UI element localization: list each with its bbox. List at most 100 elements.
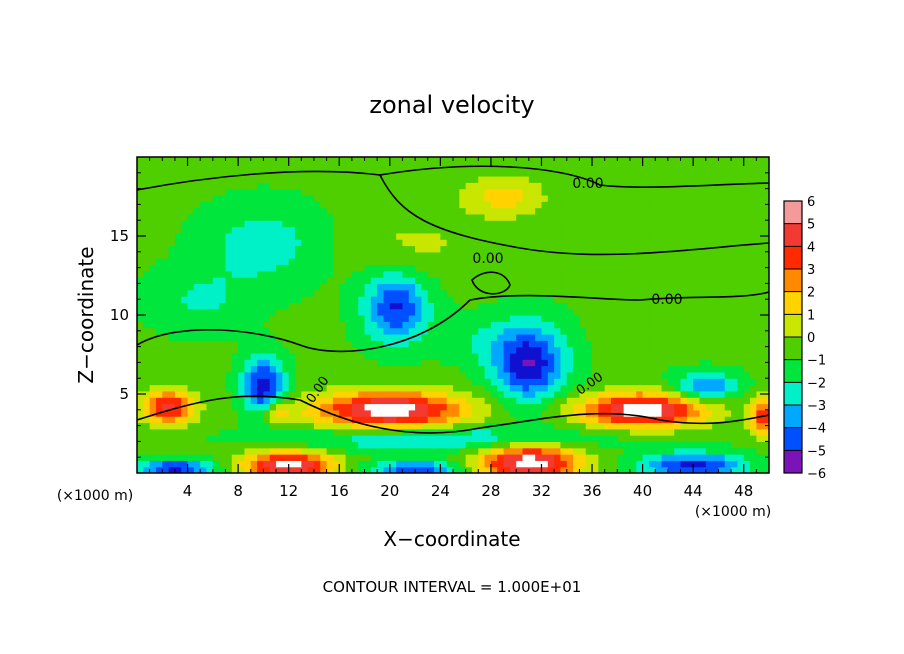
field-cell	[484, 403, 492, 411]
field-cell	[655, 270, 663, 278]
field-cell	[573, 157, 580, 164]
field-cell	[516, 194, 524, 202]
field-cell	[712, 207, 720, 215]
field-cell	[699, 416, 707, 424]
field-cell	[566, 403, 574, 411]
field-cell	[155, 378, 163, 386]
field-cell	[263, 239, 271, 247]
field-cell	[358, 213, 366, 221]
field-cell	[712, 175, 720, 183]
field-cell	[364, 390, 372, 398]
field-cell	[478, 435, 486, 442]
field-cell	[446, 283, 454, 291]
field-cell	[345, 365, 353, 373]
field-cell	[149, 327, 157, 335]
field-cell	[307, 308, 315, 316]
field-cell	[351, 226, 359, 234]
field-cell	[573, 384, 580, 392]
field-cell	[573, 447, 580, 455]
field-cell	[585, 308, 593, 316]
field-cell	[465, 428, 473, 436]
field-cell	[490, 321, 498, 329]
field-cell	[465, 422, 473, 430]
field-cell	[743, 302, 751, 310]
field-cell	[560, 447, 568, 455]
field-cell	[181, 175, 189, 183]
field-cell	[598, 321, 606, 329]
field-cell	[155, 207, 163, 215]
field-cell	[478, 251, 486, 259]
field-cell	[339, 315, 347, 322]
field-cell	[522, 251, 530, 259]
field-cell	[193, 359, 201, 367]
field-cell	[434, 188, 441, 196]
field-cell	[181, 182, 189, 190]
field-cell	[585, 270, 593, 278]
field-cell	[219, 194, 227, 202]
field-cell	[313, 409, 321, 417]
field-cell	[680, 283, 688, 291]
field-cell	[326, 289, 334, 297]
field-cell	[705, 447, 713, 455]
field-cell	[402, 441, 410, 449]
field-cell	[503, 302, 511, 310]
field-cell	[724, 422, 732, 430]
field-cell	[212, 466, 220, 473]
field-cell	[636, 302, 644, 310]
field-cell	[623, 340, 631, 348]
field-cell	[623, 384, 631, 392]
field-cell	[459, 346, 467, 354]
field-cell	[427, 213, 435, 221]
field-cell	[193, 378, 201, 386]
field-cell	[415, 321, 422, 329]
field-cell	[623, 365, 631, 373]
field-cell	[737, 163, 745, 171]
field-cell	[585, 441, 593, 449]
field-cell	[566, 201, 574, 209]
field-cell	[307, 264, 315, 272]
field-cell	[282, 416, 290, 424]
field-cell	[225, 416, 233, 424]
field-cell	[288, 460, 296, 468]
field-cell	[693, 264, 701, 272]
field-cell	[250, 157, 258, 164]
field-cell	[269, 397, 277, 405]
field-cell	[705, 207, 713, 215]
field-cell	[560, 315, 568, 322]
field-cell	[686, 403, 694, 411]
field-cell	[585, 371, 593, 379]
field-cell	[181, 232, 189, 240]
field-cell	[655, 207, 663, 215]
field-cell	[383, 264, 391, 272]
field-cell	[206, 289, 214, 297]
field-cell	[579, 365, 587, 373]
field-cell	[320, 454, 328, 461]
field-cell	[301, 321, 309, 329]
field-cell	[174, 207, 182, 215]
field-cell	[295, 296, 302, 303]
field-cell	[377, 302, 385, 310]
field-cell	[712, 226, 720, 234]
field-cell	[554, 188, 562, 196]
field-cell	[288, 321, 296, 329]
field-cell	[484, 435, 492, 442]
field-cell	[566, 460, 574, 468]
field-cell	[528, 296, 536, 303]
field-cell	[762, 163, 769, 171]
field-cell	[193, 416, 201, 424]
field-cell	[490, 207, 498, 215]
field-cell	[313, 365, 321, 373]
field-cell	[478, 308, 486, 316]
field-cell	[484, 384, 492, 392]
field-cell	[705, 346, 713, 354]
field-cell	[408, 321, 416, 329]
field-cell	[712, 422, 720, 430]
field-cell	[313, 163, 321, 171]
field-cell	[427, 296, 435, 303]
field-cell	[611, 283, 618, 291]
field-cell	[560, 163, 568, 171]
field-cell	[219, 333, 227, 341]
field-cell	[231, 264, 239, 272]
field-cell	[250, 371, 258, 379]
field-cell	[415, 435, 422, 442]
